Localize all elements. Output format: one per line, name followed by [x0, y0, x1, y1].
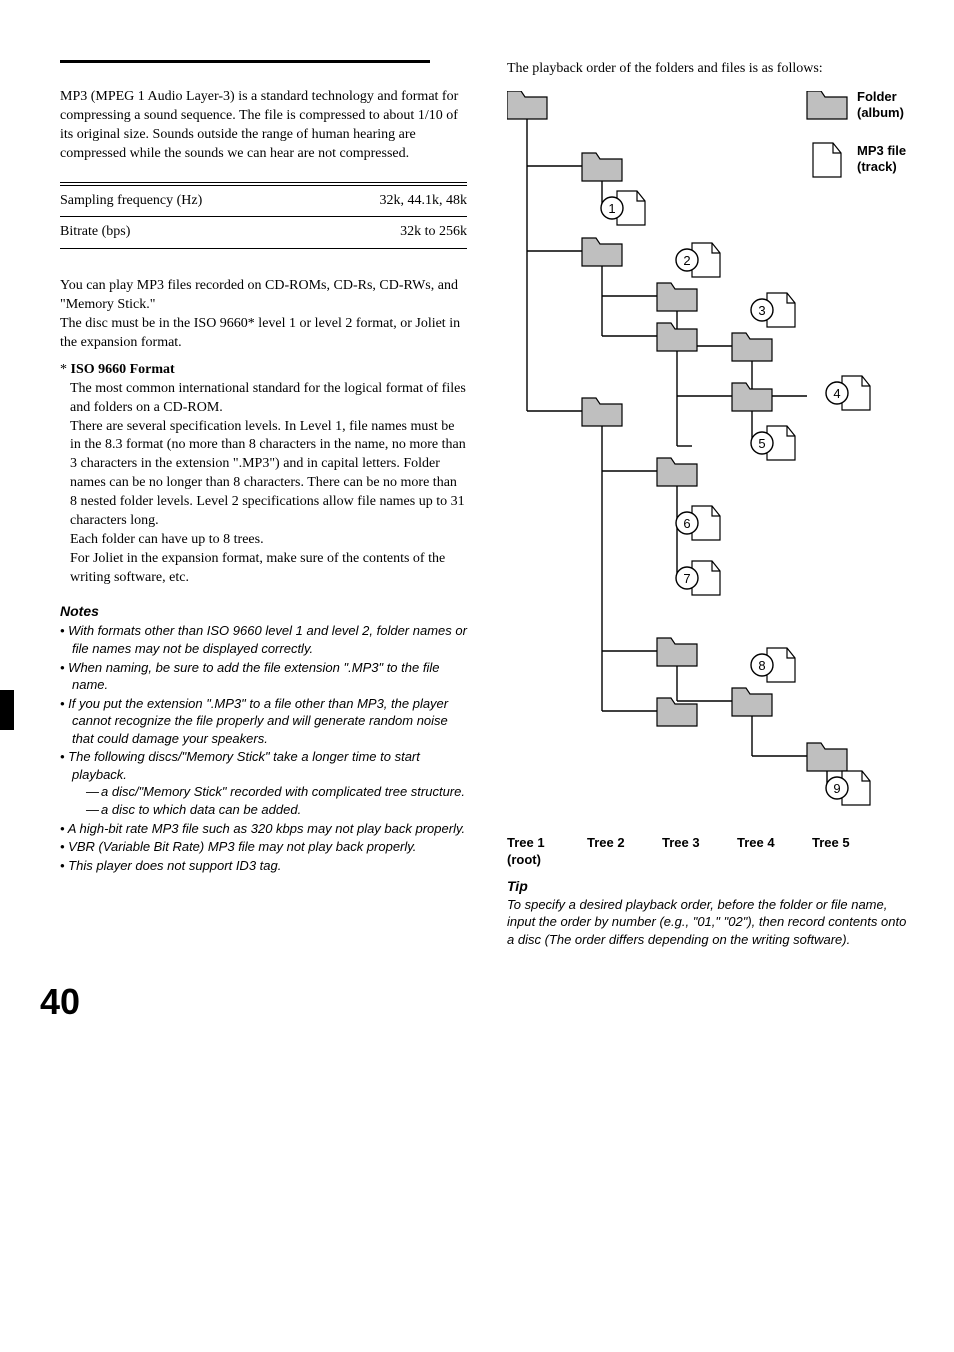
- iso-heading: * ISO 9660 Format: [60, 361, 467, 380]
- tip-body: To specify a desired playback order, bef…: [507, 896, 914, 949]
- legend-folder-l1: Folder: [857, 91, 897, 104]
- notes-heading: Notes: [60, 602, 467, 621]
- intro-paragraph: MP3 (MPEG 1 Audio Layer-3) is a standard…: [60, 88, 467, 164]
- legend-folder-l2: (album): [857, 105, 904, 120]
- tree-label: Tree 4: [737, 834, 812, 869]
- spec-table: Sampling frequency (Hz) 32k, 44.1k, 48k …: [60, 182, 467, 250]
- spec-label: Sampling frequency (Hz): [60, 185, 296, 217]
- about-files-paragraph: You can play MP3 files recorded on CD-RO…: [60, 277, 467, 353]
- svg-text:4: 4: [833, 386, 840, 401]
- page-tab-marker: [0, 690, 14, 730]
- notes-list: With formats other than ISO 9660 level 1…: [60, 622, 467, 874]
- note-item: The following discs/"Memory Stick" take …: [60, 748, 467, 818]
- svg-text:2: 2: [683, 253, 690, 268]
- divider-thick: [60, 60, 430, 63]
- spec-value: 32k to 256k: [296, 217, 467, 249]
- left-column: About MP3 files MP3 (MPEG 1 Audio Layer-…: [60, 60, 487, 948]
- note-item: A high-bit rate MP3 file such as 320 kbp…: [60, 820, 467, 838]
- page-content: About MP3 files MP3 (MPEG 1 Audio Layer-…: [0, 0, 954, 978]
- iso-heading-bold: ISO 9660 Format: [71, 362, 175, 377]
- legend-file-l1: MP3 file: [857, 143, 906, 158]
- iso-body: The most common international standard f…: [70, 380, 467, 588]
- spec-label: Bitrate (bps): [60, 217, 296, 249]
- tree-label: Tree 5: [812, 834, 887, 869]
- note-item: VBR (Variable Bit Rate) MP3 file may not…: [60, 838, 467, 856]
- svg-text:5: 5: [758, 436, 765, 451]
- svg-text:8: 8: [758, 658, 765, 673]
- playback-lead: The playback order of the folders and fi…: [507, 60, 914, 79]
- tree-label: Tree 2: [587, 834, 662, 869]
- svg-text:7: 7: [683, 571, 690, 586]
- legend-file-l2: (track): [857, 159, 897, 174]
- note-item: If you put the extension ".MP3" to a fil…: [60, 695, 467, 748]
- svg-text:6: 6: [683, 516, 690, 531]
- folder-tree-diagram: 1 2 3 4 5 6 7 8 9 Folder (alb: [507, 91, 907, 821]
- right-column: The playback order of MP3 files The play…: [487, 60, 914, 948]
- note-subitem: —a disc to which data can be added.: [86, 801, 467, 819]
- svg-text:3: 3: [758, 303, 765, 318]
- note-item-text: The following discs/"Memory Stick" take …: [68, 749, 420, 782]
- note-subitem: —a disc/"Memory Stick" recorded with com…: [86, 783, 467, 801]
- tree-label: Tree 1(root): [507, 834, 587, 869]
- tree-label: Tree 3: [662, 834, 737, 869]
- svg-text:1: 1: [608, 201, 615, 216]
- tip-heading: Tip: [507, 877, 914, 896]
- spec-value: 32k, 44.1k, 48k: [296, 185, 467, 217]
- spec-row: Bitrate (bps) 32k to 256k: [60, 217, 467, 249]
- note-item: When naming, be sure to add the file ext…: [60, 659, 467, 694]
- note-item: This player does not support ID3 tag.: [60, 857, 467, 875]
- note-item: With formats other than ISO 9660 level 1…: [60, 622, 467, 657]
- note-sublist: —a disc/"Memory Stick" recorded with com…: [86, 783, 467, 818]
- page-number: 40: [0, 978, 954, 1047]
- svg-text:9: 9: [833, 781, 840, 796]
- tree-labels-row: Tree 1(root) Tree 2 Tree 3 Tree 4 Tree 5: [507, 834, 914, 869]
- spec-row: Sampling frequency (Hz) 32k, 44.1k, 48k: [60, 185, 467, 217]
